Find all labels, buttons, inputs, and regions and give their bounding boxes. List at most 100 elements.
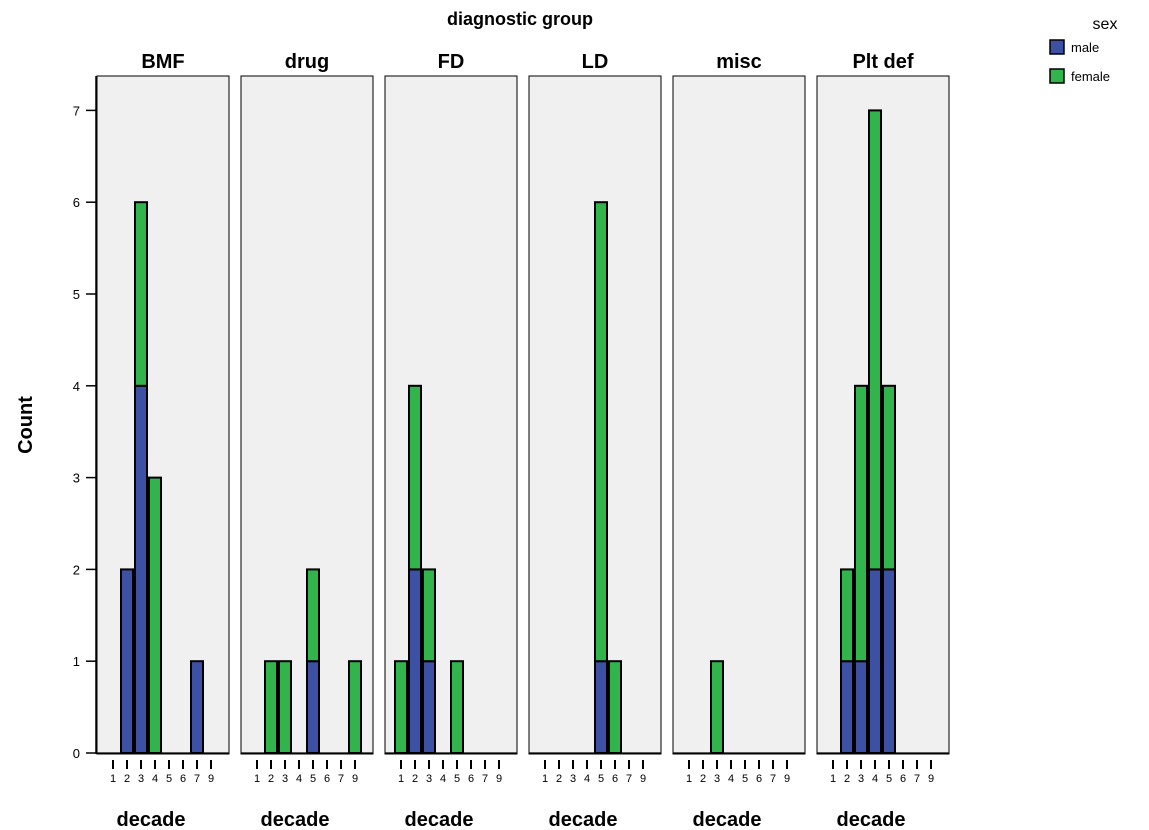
x-tick-label: 3	[714, 773, 720, 785]
y-axis-label: Count	[15, 396, 37, 454]
bar-male-decade-3	[134, 384, 148, 754]
bar-female-decade-5	[594, 201, 608, 663]
chart-title: diagnostic group	[447, 9, 593, 29]
bar-female-decade-4	[148, 476, 162, 754]
panel-title: misc	[716, 51, 762, 73]
y-tick-label: 5	[73, 287, 80, 302]
x-tick-label: 5	[598, 773, 604, 785]
x-tick-label: 6	[612, 773, 618, 785]
panel-title: Plt def	[852, 51, 913, 73]
x-tick-label: 5	[742, 773, 748, 785]
x-tick-label: 1	[686, 773, 692, 785]
bar-female-decade-1	[394, 660, 408, 755]
panel-background	[384, 75, 518, 755]
panel-fd: FD 1 2 3 4 5 6 7 9 decade	[384, 51, 518, 830]
bar-female-decade-3	[278, 660, 292, 755]
x-tick-label: 2	[556, 773, 562, 785]
x-tick-label: 3	[138, 773, 144, 785]
x-tick-label: 4	[296, 773, 302, 785]
bar-female-decade-2	[264, 660, 278, 755]
x-tick-label: 5	[166, 773, 172, 785]
x-tick-label: 6	[900, 773, 906, 785]
x-tick-label: 6	[324, 773, 330, 785]
x-tick-label: 1	[254, 773, 260, 785]
bar-female-decade-3	[710, 660, 724, 755]
bar-male-decade-7	[190, 660, 204, 755]
x-tick-label: 9	[928, 773, 934, 785]
x-tick-label: 7	[914, 773, 920, 785]
x-tick-label: 7	[482, 773, 488, 785]
x-tick-label: 2	[700, 773, 706, 785]
x-tick-label: 4	[872, 773, 878, 785]
x-tick-label: 3	[570, 773, 576, 785]
x-tick-label: 7	[338, 773, 344, 785]
x-tick-label: 5	[886, 773, 892, 785]
x-tick-label: 6	[468, 773, 474, 785]
x-tick-label: 1	[110, 773, 116, 785]
bar-female-decade-2	[840, 568, 854, 663]
bar-female-decade-4	[868, 109, 882, 571]
x-tick-label: 6	[756, 773, 762, 785]
x-tick-label: 7	[194, 773, 200, 785]
legend-swatch-male	[1049, 39, 1065, 55]
x-axis-label: decade	[261, 809, 330, 830]
x-tick-label: 3	[426, 773, 432, 785]
panel-title: LD	[582, 51, 609, 73]
x-tick-label: 1	[830, 773, 836, 785]
bar-male-decade-5	[306, 660, 320, 755]
bar-male-decade-2	[120, 568, 134, 755]
legend-label-male: male	[1071, 40, 1099, 55]
panel-plt-def: Plt def 1 2 3 4 5 6 7 9 decade	[816, 51, 950, 830]
x-tick-label: 9	[208, 773, 214, 785]
y-tick-label: 7	[73, 103, 80, 118]
x-axis-label: decade	[549, 809, 618, 830]
panel-title: drug	[285, 51, 329, 73]
panel-drug: drug 1 2 3 4 5 6 7 9 decade	[240, 51, 374, 830]
x-tick-label: 3	[282, 773, 288, 785]
x-tick-label: 2	[412, 773, 418, 785]
bar-male-decade-4	[868, 568, 882, 755]
bar-female-decade-6	[608, 660, 622, 755]
panel-bmf: BMF 1 2 3 4 5 6 7 9 decade	[96, 51, 230, 830]
x-tick-label: 9	[352, 773, 358, 785]
y-tick-label: 0	[73, 746, 80, 761]
bar-female-decade-3	[134, 201, 148, 387]
x-tick-label: 7	[626, 773, 632, 785]
x-tick-label: 5	[454, 773, 460, 785]
x-tick-label: 9	[496, 773, 502, 785]
x-tick-label: 2	[268, 773, 274, 785]
bar-female-decade-9	[348, 660, 362, 755]
x-tick-label: 9	[640, 773, 646, 785]
legend-swatch-female	[1049, 68, 1065, 84]
x-tick-label: 6	[180, 773, 186, 785]
bar-male-decade-5	[882, 568, 896, 755]
x-tick-label: 4	[152, 773, 158, 785]
bar-female-decade-5	[306, 568, 320, 663]
bar-male-decade-3	[422, 660, 436, 755]
x-tick-label: 9	[784, 773, 790, 785]
panel-background	[672, 75, 806, 755]
bar-female-decade-2	[408, 384, 422, 571]
x-tick-label: 7	[770, 773, 776, 785]
x-tick-label: 2	[124, 773, 130, 785]
legend: sex male female	[1049, 16, 1117, 84]
bar-male-decade-2	[840, 660, 854, 755]
x-tick-label: 2	[844, 773, 850, 785]
y-axis: 0 1 2 3 4 5 6 7	[73, 76, 97, 761]
bar-male-decade-2	[408, 568, 422, 755]
y-tick-label: 6	[73, 195, 80, 210]
bar-female-decade-3	[854, 384, 868, 663]
bar-female-decade-3	[422, 568, 436, 663]
x-tick-label: 4	[584, 773, 590, 785]
x-tick-label: 4	[440, 773, 446, 785]
bar-male-decade-5	[594, 660, 608, 755]
legend-label-female: female	[1071, 69, 1110, 84]
bar-male-decade-3	[854, 660, 868, 755]
panel-ld: LD 1 2 3 4 5 6 7 9 decade	[528, 51, 662, 830]
x-tick-label: 1	[542, 773, 548, 785]
x-tick-label: 4	[728, 773, 734, 785]
x-tick-label: 3	[858, 773, 864, 785]
x-tick-label: 5	[310, 773, 316, 785]
